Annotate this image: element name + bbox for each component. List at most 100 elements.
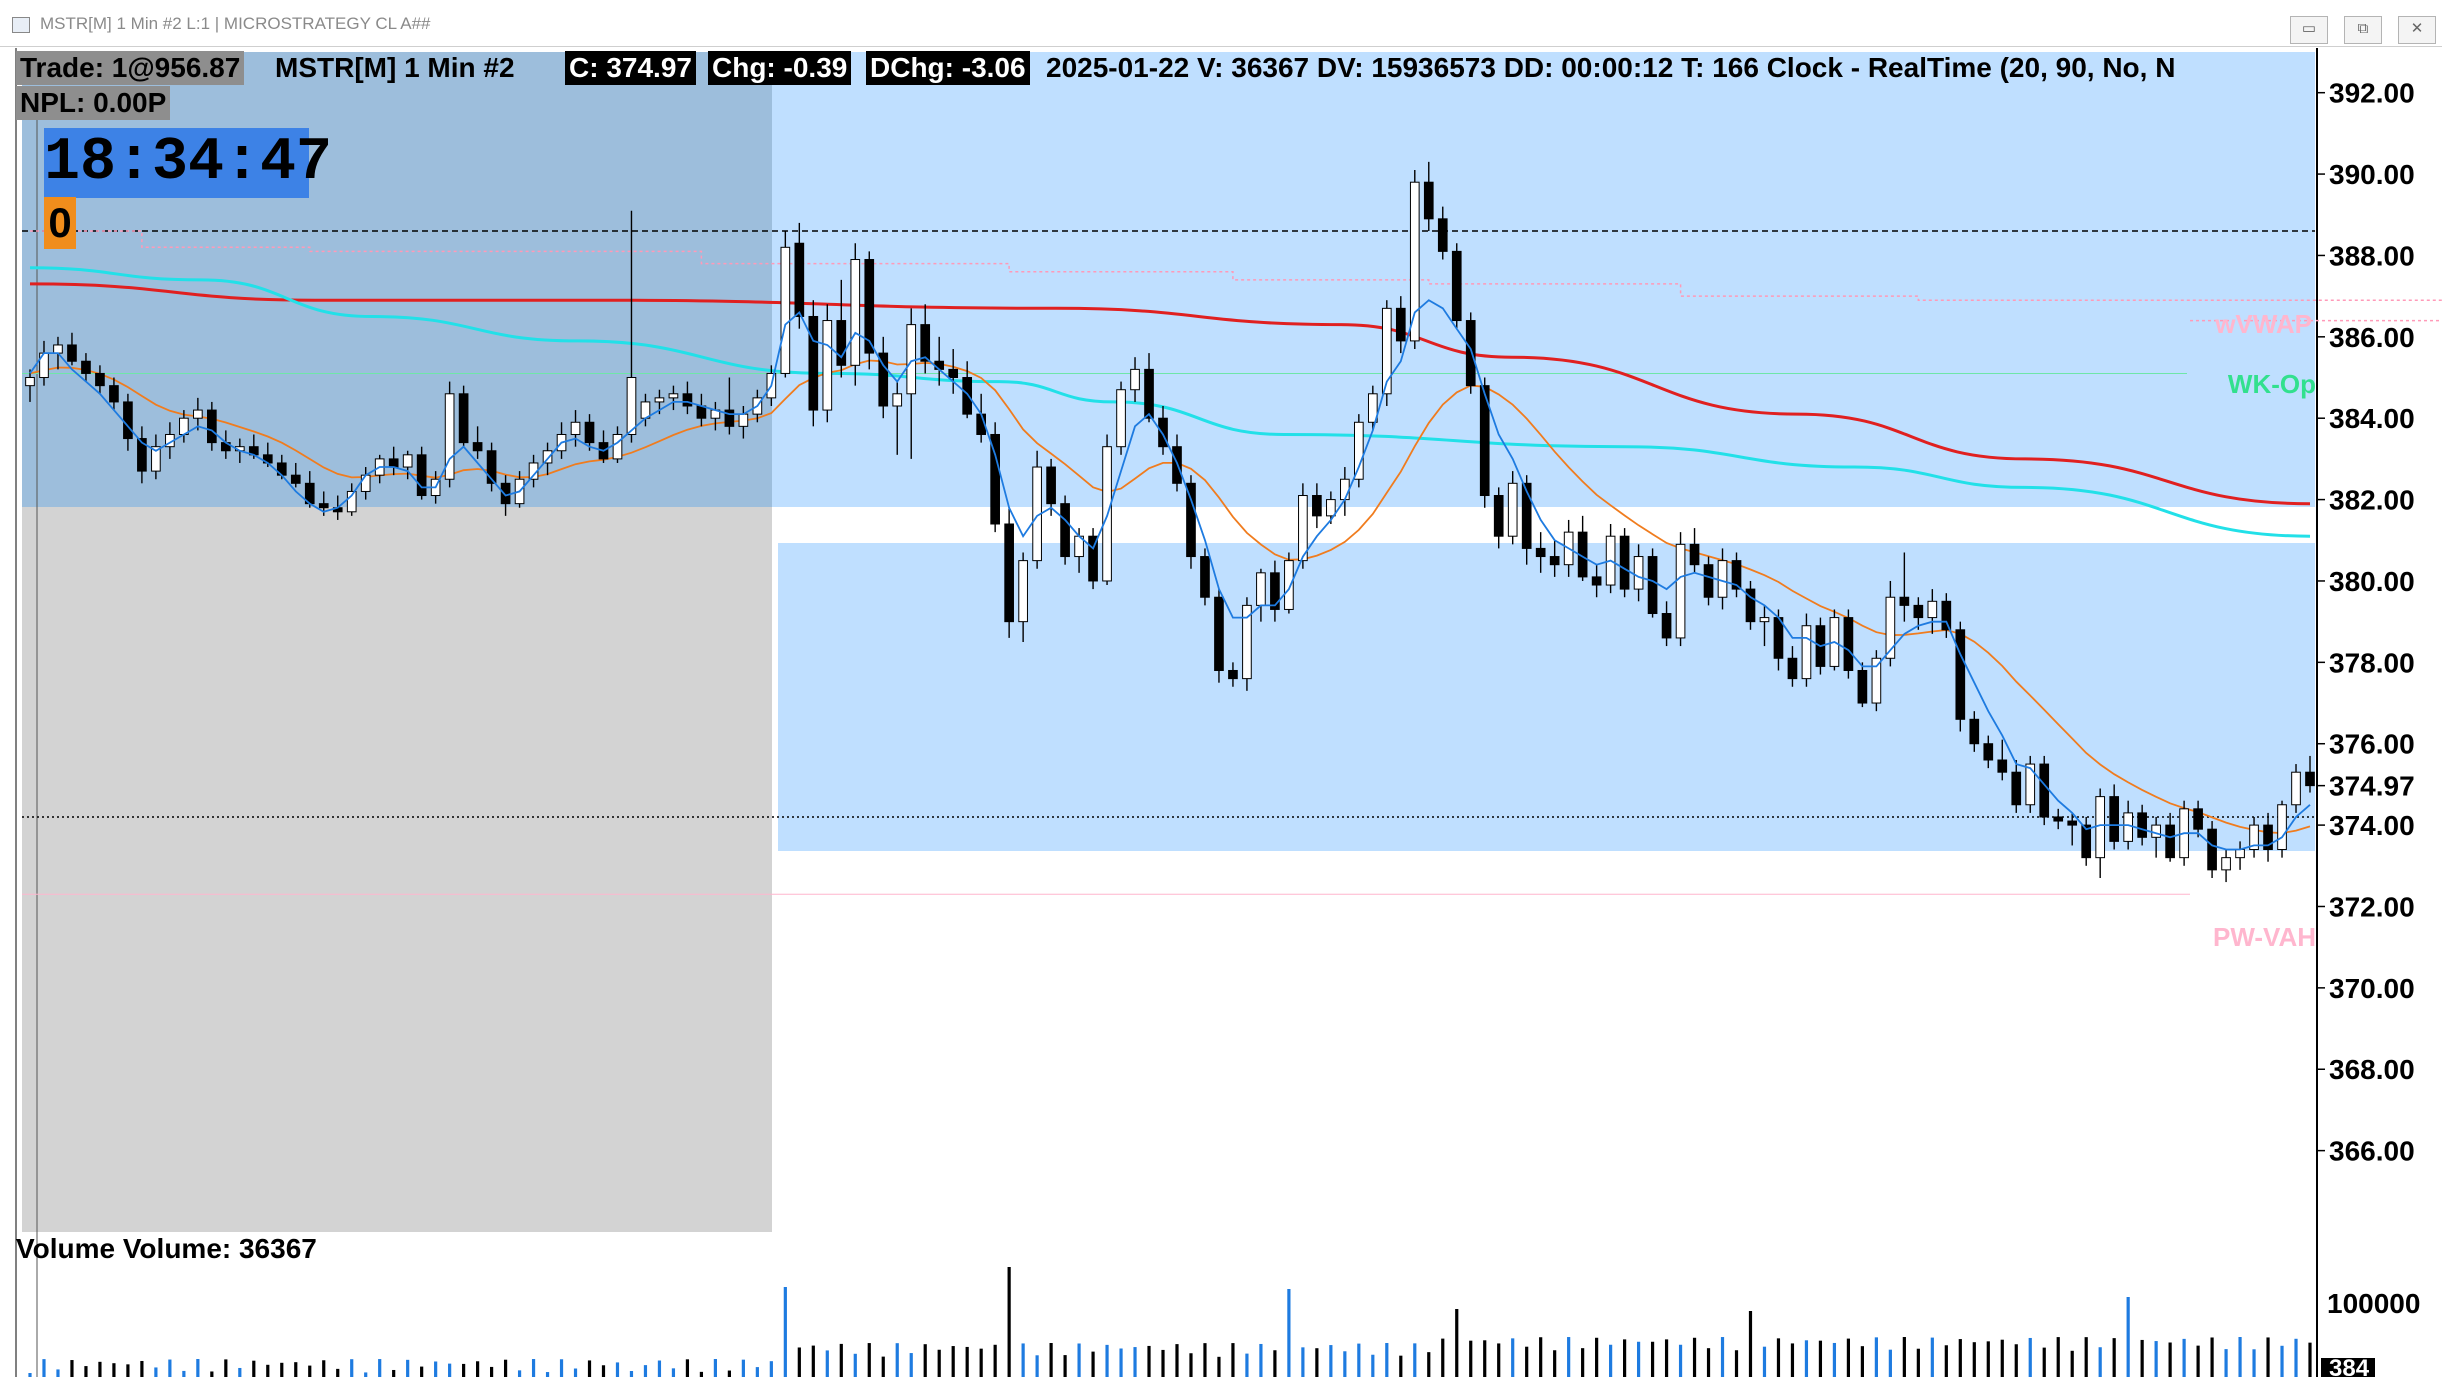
volume-bar [1469,1340,1473,1377]
clock-display: 18:34:47 [44,128,333,198]
volume-bar [70,1360,74,1377]
candle-up [1409,181,1420,342]
candle-down [2109,796,2120,842]
candle-down [1647,556,1658,615]
volume-bar [741,1359,745,1377]
candle-up [1326,499,1336,517]
volume-bar [1650,1341,1655,1377]
candle-up [1242,604,1252,680]
candle-down [1591,576,1602,586]
volume-bar [266,1364,270,1377]
volume-bar [2196,1345,2200,1377]
volume-bar [1567,1337,1571,1377]
volume-bar [1986,1341,1990,1377]
candle-up [1507,482,1518,537]
candle-up [892,393,903,407]
volume-bar [1636,1341,1641,1377]
volume-bar [1063,1355,1067,1377]
volume-bar [448,1363,452,1377]
candle-down [1228,669,1238,680]
volume-bar [1189,1353,1193,1377]
volume-axis-label: 100000 [2327,1288,2420,1319]
npl-readout: NPL: 0.00P [16,86,171,120]
candle-down [1312,495,1322,517]
candle-down [948,368,959,379]
volume-bar [2112,1338,2116,1377]
cyan-moving-average [29,266,2311,538]
restore-button[interactable]: ⧉ [2344,16,2382,44]
candle-down [2165,824,2175,859]
minimize-button[interactable]: ▭ [2290,16,2328,44]
candle-down [207,409,217,444]
volume-bars-group [28,1267,2312,1377]
change-readout: Chg: -0.39 [708,51,852,85]
volume-bar [1944,1345,1948,1377]
position-badge: 0 [44,197,76,249]
volume-bar [2266,1337,2270,1377]
candle-down [1983,743,1994,761]
candle-up [1717,560,1728,598]
volume-bar [923,1344,927,1377]
candle-up [1284,560,1294,610]
volume-bar [1287,1289,1291,1377]
candle-down [1731,560,1742,590]
candle-down [2067,820,2078,826]
candle-down [81,360,91,374]
volume-bar [1972,1342,1976,1377]
volume-bar [699,1371,704,1377]
volume-bar [42,1359,46,1377]
volume-bar [1818,1340,1823,1377]
candle-up [346,490,357,513]
candle-down [1773,617,1784,659]
volume-bar [1399,1355,1403,1377]
candle-up [1367,393,1378,423]
close-button[interactable]: ✕ [2398,16,2436,44]
candle-up [1801,625,1812,680]
price-tick-label: 374.00 [2329,810,2415,841]
candle-down [682,393,693,407]
candle-down [318,503,329,509]
volume-bar [140,1360,144,1377]
candle-up [444,393,455,480]
candle-up [1381,307,1392,395]
volume-bar [1804,1340,1809,1377]
volume-bar [1609,1344,1613,1377]
candle-up [668,393,679,399]
volume-bar [559,1359,564,1377]
volume-bar [1231,1343,1235,1377]
candle-down [1857,669,1868,704]
price-tick-label: 374.97 [2329,771,2415,802]
volume-bar [196,1359,200,1377]
volume-bar [1483,1340,1487,1377]
volume-bar [1273,1350,1277,1377]
volume-bar [489,1366,494,1377]
volume-bar [965,1346,969,1377]
candle-down [1270,572,1280,610]
candle-up [626,377,637,435]
candle-up [850,259,861,366]
volume-bar [1748,1311,1753,1377]
volume-bar [28,1373,32,1377]
candle-up [1018,560,1028,623]
volume-bar [1441,1338,1445,1377]
shade-value-area-upper [772,52,2315,507]
volume-bar [322,1360,326,1377]
candle-down [458,393,469,444]
red-moving-average [29,282,2311,506]
candle-down [1395,307,1406,342]
candle-down [1004,523,1014,623]
candle-down [696,405,707,419]
candle-down [1549,556,1560,566]
candle-down [1479,385,1490,497]
candle-up [2123,812,2133,842]
candle-down [1689,543,1700,566]
volume-bar [1553,1350,1557,1377]
candle-down [1955,629,1966,720]
volume-bar [545,1372,550,1377]
candle-up [2277,804,2287,851]
volume-bar [350,1359,354,1377]
volume-bar [1049,1343,1053,1377]
volume-bar [462,1363,466,1377]
candle-up [570,421,581,435]
